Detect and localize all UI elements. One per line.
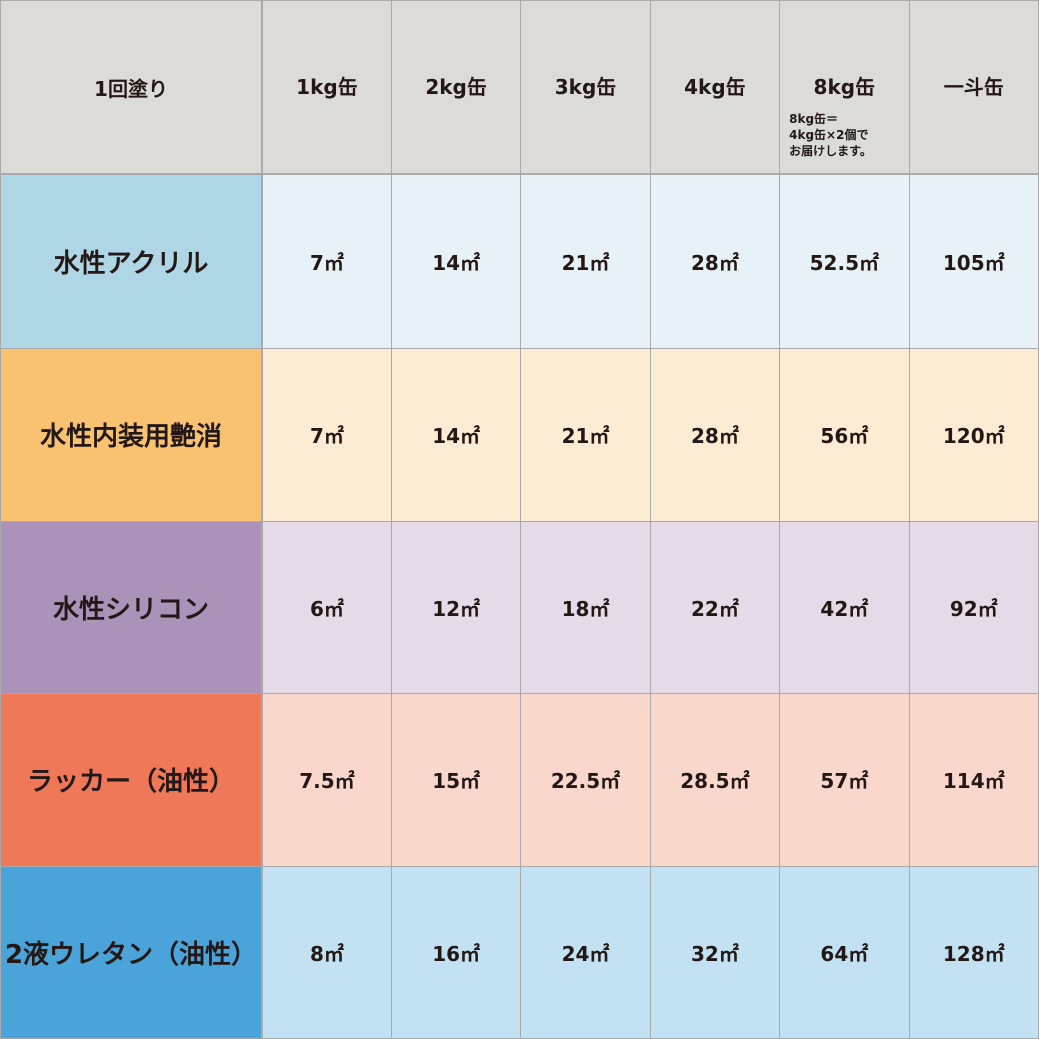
table-row: 2液ウレタン（油性） 8㎡ 16㎡ 24㎡ 32㎡ 64㎡ 128㎡	[0, 865, 1039, 1039]
column-header: 4kg缶	[649, 0, 781, 175]
header-row: 1回塗り 1kg缶 2kg缶 3kg缶 4kg缶 8kg缶 8kg缶＝ 4kg缶×2個で お届…	[0, 0, 1039, 175]
coverage-cell: 8㎡	[261, 865, 392, 1039]
row-label: ラッカー（油性）	[0, 693, 263, 867]
corner-header: 1回塗り	[0, 0, 263, 175]
coverage-cell: 128㎡	[908, 865, 1039, 1039]
coverage-cell: 120㎡	[908, 348, 1039, 522]
column-header-label: 一斗缶	[943, 74, 1004, 99]
coverage-cell: 24㎡	[520, 865, 651, 1039]
coverage-cell: 28.5㎡	[649, 693, 781, 867]
coverage-cell: 64㎡	[779, 865, 910, 1039]
coverage-cell: 16㎡	[390, 865, 522, 1039]
column-header-label: 8kg缶	[813, 74, 876, 99]
table-row: 水性アクリル 7㎡ 14㎡ 21㎡ 28㎡ 52.5㎡ 105㎡	[0, 173, 1039, 350]
row-label: 水性内装用艶消	[0, 348, 263, 522]
coverage-cell: 21㎡	[520, 348, 651, 522]
coverage-cell: 12㎡	[390, 520, 522, 695]
coverage-cell: 7㎡	[261, 348, 392, 522]
table-row: 水性内装用艶消 7㎡ 14㎡ 21㎡ 28㎡ 56㎡ 120㎡	[0, 348, 1039, 522]
row-label: 水性シリコン	[0, 520, 263, 695]
coverage-cell: 105㎡	[908, 173, 1039, 350]
coverage-cell: 28㎡	[649, 348, 781, 522]
coverage-cell: 14㎡	[390, 173, 522, 350]
row-label: 水性アクリル	[0, 173, 263, 350]
coverage-cell: 57㎡	[779, 693, 910, 867]
column-header: 1kg缶	[261, 0, 392, 175]
coverage-cell: 14㎡	[390, 348, 522, 522]
delivery-note-line: お届けします。	[789, 144, 872, 158]
column-header: 2kg缶	[390, 0, 522, 175]
delivery-note-line: 8kg缶＝	[789, 112, 839, 126]
coverage-cell: 22.5㎡	[520, 693, 651, 867]
coverage-cell: 18㎡	[520, 520, 651, 695]
coverage-cell: 114㎡	[908, 693, 1039, 867]
coverage-cell: 32㎡	[649, 865, 781, 1039]
column-header-label: 4kg缶	[684, 74, 746, 99]
delivery-note: 8kg缶＝ 4kg缶×2個で お届けします。	[789, 111, 872, 159]
coverage-cell: 42㎡	[779, 520, 910, 695]
coverage-cell: 92㎡	[908, 520, 1039, 695]
column-header: 一斗缶	[908, 0, 1039, 175]
column-header-label: 2kg缶	[425, 74, 487, 99]
coverage-cell: 7.5㎡	[261, 693, 392, 867]
column-header-label: 1kg缶	[296, 74, 358, 99]
coverage-cell: 6㎡	[261, 520, 392, 695]
row-label: 2液ウレタン（油性）	[0, 865, 263, 1039]
coverage-cell: 21㎡	[520, 173, 651, 350]
column-header: 3kg缶	[520, 0, 651, 175]
table-row: 水性シリコン 6㎡ 12㎡ 18㎡ 22㎡ 42㎡ 92㎡	[0, 520, 1039, 695]
table-row: ラッカー（油性） 7.5㎡ 15㎡ 22.5㎡ 28.5㎡ 57㎡ 114㎡	[0, 693, 1039, 867]
coverage-cell: 15㎡	[390, 693, 522, 867]
column-header-label: 3kg缶	[554, 74, 617, 99]
delivery-note-line: 4kg缶×2個で	[789, 128, 869, 142]
coverage-cell: 22㎡	[649, 520, 781, 695]
coverage-cell: 56㎡	[779, 348, 910, 522]
coverage-cell: 7㎡	[261, 173, 392, 350]
coverage-cell: 28㎡	[649, 173, 781, 350]
coverage-cell: 52.5㎡	[779, 173, 910, 350]
column-header: 8kg缶 8kg缶＝ 4kg缶×2個で お届けします。	[779, 0, 910, 175]
